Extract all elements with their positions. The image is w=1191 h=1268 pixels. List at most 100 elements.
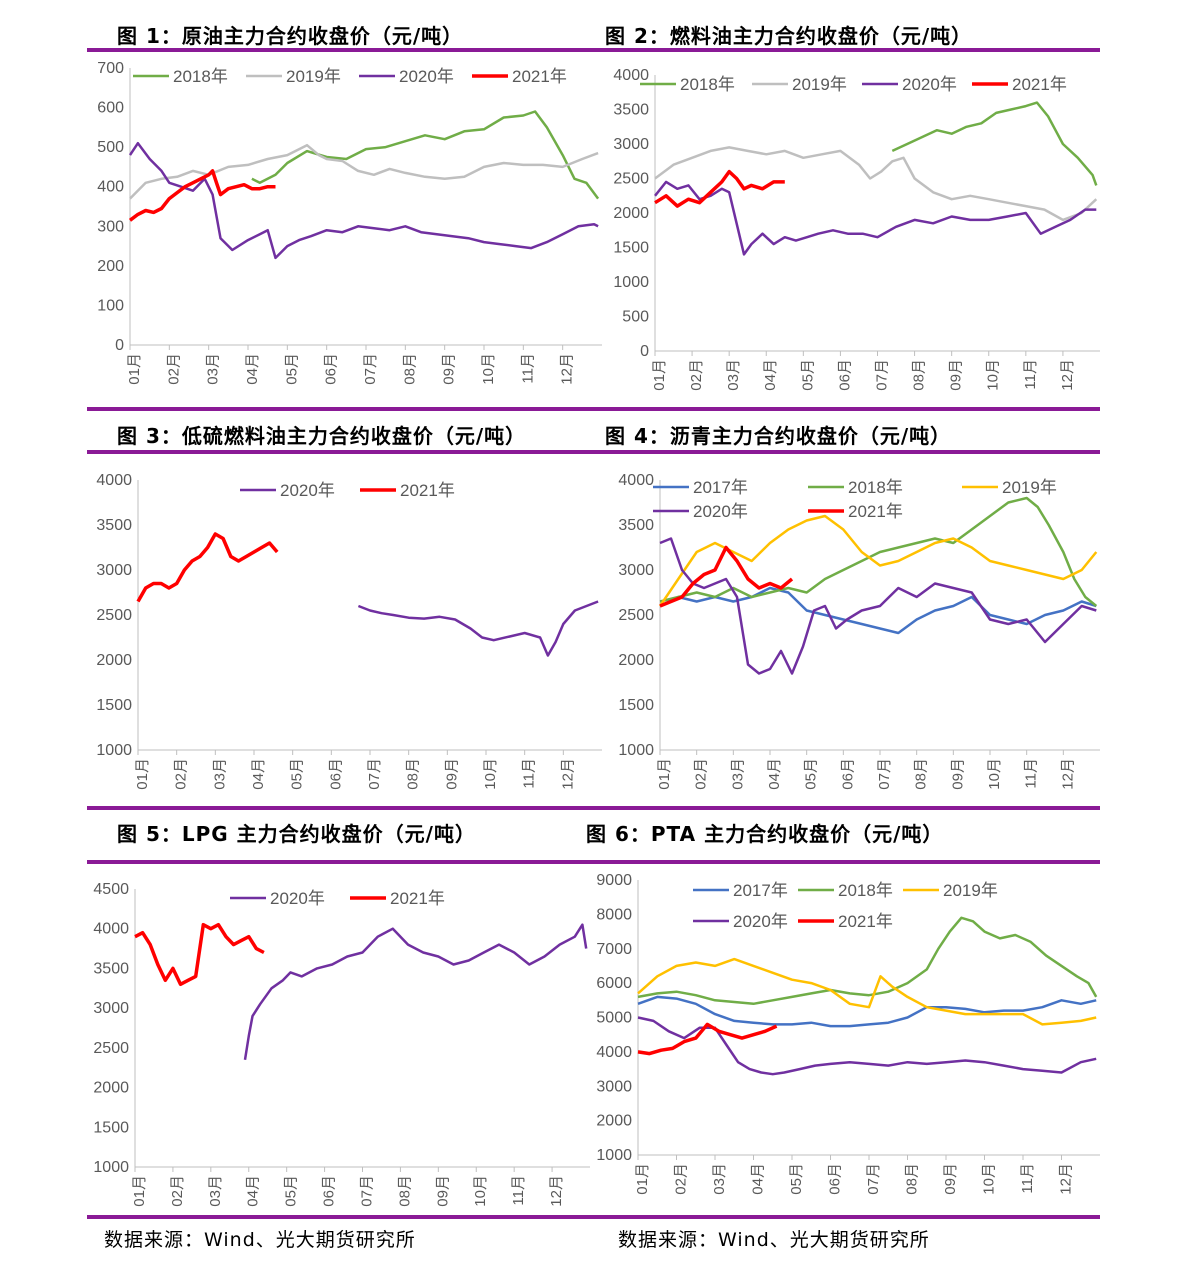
fig2-xtick: 02月	[688, 359, 705, 391]
fig1-legend-label: 2021年	[512, 67, 567, 86]
fig6-xtick: 05月	[788, 1163, 805, 1195]
fig4-series-2020年	[659, 537, 1097, 675]
fig4-xtick: 04月	[766, 758, 783, 790]
fig2-xtick: 12月	[1059, 359, 1076, 391]
fig5-xtick: 01月	[131, 1175, 148, 1207]
fig5-xtick: 06月	[321, 1175, 338, 1207]
fig4-series-2018年	[659, 496, 1098, 607]
fig2-ytick: 2500	[613, 171, 649, 188]
fig2-legend-label: 2021年	[1012, 75, 1067, 94]
fig5-xtick: 04月	[245, 1175, 262, 1207]
fig5-ytick: 3500	[93, 960, 129, 977]
fig6-ytick: 2000	[596, 1113, 632, 1130]
fig3-xtick: 01月	[134, 758, 151, 790]
fig4-title: 图 4：沥青主力合约收盘价（元/吨）	[605, 424, 952, 448]
fig3-legend-label: 2020年	[280, 481, 335, 500]
fig3-series-2021年	[136, 532, 279, 603]
fig2-xtick: 06月	[836, 359, 853, 391]
fig2-ytick: 2000	[613, 205, 649, 222]
divider-row2b	[87, 450, 1100, 454]
fig2-xtick: 01月	[651, 359, 668, 391]
fig4-ytick: 3000	[618, 562, 654, 579]
fig1-legend-label: 2020年	[399, 67, 454, 86]
fig6-ytick: 1000	[596, 1147, 632, 1164]
fig3-ytick: 4000	[96, 472, 132, 489]
fig6-title: 图 6：PTA 主力合约收盘价（元/吨）	[586, 822, 944, 846]
fig3-ytick: 1500	[96, 697, 132, 714]
fig5-legend-label: 2020年	[270, 889, 325, 908]
fig5-series-2020年	[243, 923, 588, 1060]
source-left: 数据来源：Wind、光大期货研究所	[104, 1229, 416, 1251]
fig3-legend-label: 2021年	[400, 481, 455, 500]
fig6-series-2017年	[637, 995, 1097, 1028]
fig2-xtick: 04月	[762, 359, 779, 391]
fig4-series-2019年	[658, 514, 1098, 607]
fig5-xtick: 03月	[207, 1175, 224, 1207]
fig4-legend-label: 2018年	[848, 478, 903, 497]
fig2-legend-label: 2020年	[902, 75, 957, 94]
divider-row3b	[87, 860, 1100, 864]
fig3-xtick: 05月	[289, 758, 306, 790]
fig3-xtick: 07月	[366, 758, 383, 790]
fig3-xtick: 04月	[250, 758, 267, 790]
fig6-series-2018年	[637, 916, 1098, 1006]
fig1-ytick: 700	[97, 60, 124, 77]
fig6-ytick: 8000	[596, 906, 632, 923]
fig3-title: 图 3：低硫燃料油主力合约收盘价（元/吨）	[117, 424, 527, 448]
fig4-series-2017年	[659, 586, 1097, 635]
fig4-legend-label: 2021年	[848, 502, 903, 521]
fig1-xtick: 04月	[244, 353, 261, 385]
fig2-title: 图 2：燃料油主力合约收盘价（元/吨）	[605, 24, 973, 48]
fig6-ytick: 6000	[596, 975, 632, 992]
fig4-ytick: 1000	[618, 742, 654, 759]
fig6-xtick: 09月	[942, 1163, 959, 1195]
fig4-xtick: 05月	[803, 758, 820, 790]
fig6-xtick: 12月	[1057, 1163, 1074, 1195]
fig2-ytick: 4000	[613, 67, 649, 84]
fig1-title: 图 1：原油主力合约收盘价（元/吨）	[117, 24, 464, 48]
fig1-xtick: 02月	[165, 353, 182, 385]
fig5-xtick: 10月	[472, 1175, 489, 1207]
fig3-ytick: 2000	[96, 652, 132, 669]
divider-bottom	[87, 1215, 1100, 1219]
divider-row2	[87, 407, 1100, 411]
fig6-xtick: 11月	[1019, 1163, 1036, 1194]
fig3-xtick: 03月	[211, 758, 228, 790]
fig2-xtick: 09月	[948, 359, 965, 391]
fig6-legend-label: 2019年	[943, 881, 998, 900]
fig4-xtick: 01月	[656, 758, 673, 790]
fig3-xtick: 09月	[443, 758, 460, 790]
fig1-ytick: 300	[97, 218, 124, 235]
fig5-xtick: 12月	[548, 1175, 565, 1207]
fig1-xtick: 07月	[362, 353, 379, 385]
fig2-series-2021年	[654, 169, 785, 208]
fig2-ytick: 0	[640, 343, 649, 360]
fig6-xtick: 07月	[865, 1163, 882, 1195]
fig3-xtick: 08月	[405, 758, 422, 790]
fig6-xtick: 06月	[826, 1163, 843, 1195]
fig4-legend-label: 2017年	[693, 478, 748, 497]
fig2-series-2020年	[654, 180, 1097, 256]
fig1-xtick: 03月	[205, 353, 222, 385]
fig1-xtick: 10月	[480, 353, 497, 385]
fig4-legend-label: 2019年	[1002, 478, 1057, 497]
fig2-series-2018年	[891, 101, 1098, 186]
fig2-xtick: 10月	[985, 359, 1002, 391]
fig1-legend-label: 2018年	[173, 67, 228, 86]
fig3-xtick: 06月	[327, 758, 344, 790]
fig3-xtick: 12月	[559, 758, 576, 790]
fig6-ytick: 7000	[596, 941, 632, 958]
fig1-series-2021年	[128, 169, 276, 222]
fig6-ytick: 3000	[596, 1078, 632, 1095]
fig4-ytick: 2000	[618, 652, 654, 669]
fig5-title: 图 5：LPG 主力合约收盘价（元/吨）	[117, 822, 476, 846]
fig4-xtick: 06月	[839, 758, 856, 790]
fig4-xtick: 08月	[913, 758, 930, 790]
fig5-ytick: 4500	[93, 881, 129, 898]
fig6-xtick: 08月	[903, 1163, 920, 1195]
fig5-ytick: 2000	[93, 1080, 129, 1097]
fig3-xtick: 11月	[521, 758, 538, 789]
fig1-legend-label: 2019年	[286, 67, 341, 86]
fig5-xtick: 05月	[283, 1175, 300, 1207]
